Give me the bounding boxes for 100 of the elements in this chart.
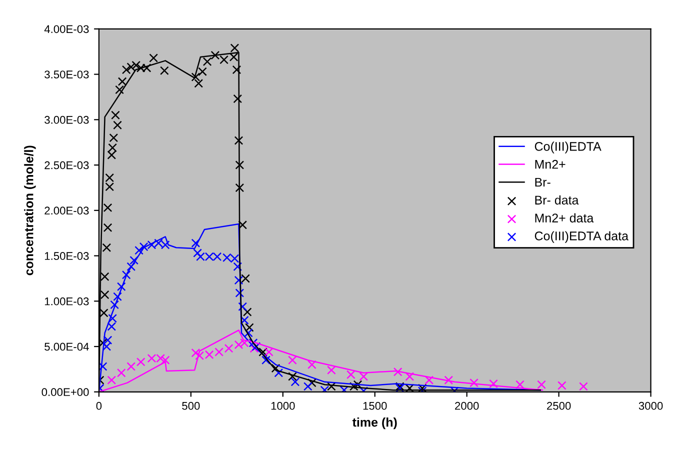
point: [126, 362, 136, 371]
point: [359, 372, 368, 381]
point: [393, 367, 402, 376]
point: [116, 368, 126, 378]
point: [214, 348, 224, 356]
point: [130, 256, 138, 265]
point: [349, 382, 358, 391]
point: [290, 377, 300, 386]
x-axis-title: time (h): [352, 418, 397, 430]
point: [122, 270, 131, 280]
point: [126, 262, 136, 272]
point: [230, 44, 240, 52]
x-tick-label: 500: [182, 402, 200, 410]
point: [264, 348, 274, 356]
point: [100, 272, 110, 282]
point: [271, 364, 280, 373]
point: [160, 66, 169, 76]
point: [107, 322, 116, 331]
point: [103, 203, 112, 212]
point: [113, 120, 122, 130]
x-tick-label: 2000: [455, 402, 479, 410]
point: [238, 302, 248, 312]
point: [103, 223, 112, 232]
point: [136, 358, 146, 366]
x-tick-label: 3000: [638, 402, 663, 410]
point: [149, 54, 158, 62]
point: [102, 243, 112, 252]
point: [235, 160, 244, 170]
point: [418, 384, 427, 392]
point: [160, 356, 170, 365]
point: [105, 173, 114, 182]
point: [191, 348, 200, 358]
point: [194, 78, 204, 88]
point: [242, 308, 252, 316]
point: [107, 150, 116, 160]
point: [202, 57, 212, 66]
point: [235, 183, 244, 192]
y-tick-label: 2.00E-03: [44, 206, 89, 215]
point: [288, 372, 297, 381]
point: [238, 220, 248, 230]
y-tick-label: 1.50E-03: [44, 252, 89, 260]
point: [444, 376, 454, 385]
point: [109, 133, 118, 142]
point: [424, 376, 434, 385]
point: [232, 65, 242, 74]
point: [274, 368, 284, 378]
point: [229, 52, 238, 62]
point: [113, 292, 122, 302]
y-tick-label: 3.00E-03: [44, 116, 89, 124]
point: [234, 276, 244, 285]
point: [240, 316, 249, 325]
point: [537, 380, 546, 390]
point: [115, 85, 124, 94]
point: [346, 370, 356, 380]
point: [134, 246, 144, 255]
legend-label: Mn2+: [535, 160, 566, 169]
point: [241, 274, 250, 283]
legend-label: Br- data: [535, 195, 579, 205]
point: [198, 67, 207, 76]
point: [235, 288, 244, 298]
legend-label: Mn2+ data: [535, 213, 594, 222]
y-tick-label: 3.50E-03: [44, 70, 89, 78]
y-tick-label: 5.00E-04: [44, 342, 89, 351]
point: [122, 65, 131, 74]
point: [327, 366, 336, 375]
point: [116, 282, 126, 292]
point: [220, 55, 228, 64]
x-tick-label: 1000: [271, 402, 295, 410]
point: [405, 372, 414, 381]
point: [191, 72, 200, 82]
point: [353, 380, 362, 390]
point: [111, 110, 120, 120]
point: [193, 248, 202, 258]
legend-label: Co(III)EDTA data: [534, 231, 629, 243]
point: [244, 323, 254, 332]
y-tick-label: 1.00E-03: [44, 297, 89, 306]
point: [110, 300, 119, 310]
point: [224, 344, 234, 353]
legend-label: Br-: [535, 178, 550, 187]
point: [262, 356, 270, 365]
point: [107, 376, 116, 385]
y-axis-title: concentration (mole/l): [24, 146, 36, 276]
legend-label: Co(III)EDTA: [534, 142, 602, 154]
point: [516, 380, 524, 390]
point: [244, 328, 253, 338]
point: [303, 382, 312, 391]
point: [327, 382, 336, 391]
x-tick-label: 0: [96, 402, 102, 410]
point: [105, 182, 114, 192]
point: [489, 379, 498, 388]
point: [248, 338, 258, 348]
point: [233, 94, 242, 104]
point: [108, 143, 117, 152]
point: [233, 262, 242, 272]
point: [258, 348, 268, 356]
point: [308, 378, 316, 388]
point: [98, 362, 108, 371]
point: [191, 238, 200, 248]
point: [308, 360, 316, 370]
point: [100, 290, 110, 300]
